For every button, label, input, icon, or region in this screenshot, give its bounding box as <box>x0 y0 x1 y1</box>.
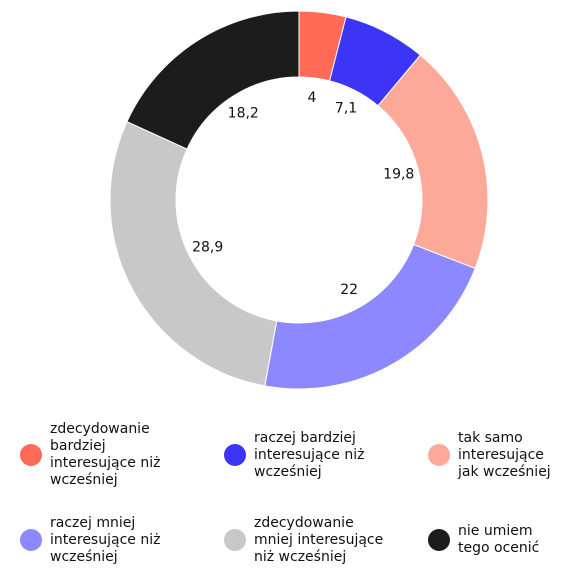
donut-slice <box>126 10 300 150</box>
legend-swatch <box>20 444 42 466</box>
donut-slice <box>109 121 278 387</box>
data-label: 28,9 <box>192 240 223 256</box>
legend-item: zdecydowanie bardziej interesujące niż w… <box>20 421 190 488</box>
data-label: 4 <box>307 90 316 106</box>
legend-item: tak samo interesujące jak wcześniej <box>428 429 558 481</box>
legend-swatch <box>20 529 42 551</box>
donut: 4 7,1 19,8 22 28,9 18,2 <box>109 10 489 390</box>
legend-label: raczej mniej interesujące niż wcześniej <box>50 514 161 565</box>
legend-swatch <box>224 444 246 466</box>
legend-item: nie umiem tego ocenić <box>428 514 558 566</box>
donut-slice <box>264 243 476 390</box>
legend-label: zdecydowanie bardziej interesujące niż w… <box>50 421 161 488</box>
legend-swatch <box>428 529 450 551</box>
legend-label: zdecydowanie mniej interesujące niż wcze… <box>254 514 384 565</box>
data-label: 7,1 <box>335 100 357 116</box>
data-label: 18,2 <box>228 105 259 121</box>
data-label: 22 <box>340 282 358 298</box>
data-label: 19,8 <box>383 166 414 182</box>
legend-label: tak samo interesujące jak wcześniej <box>458 429 551 480</box>
donut-slice <box>377 54 489 270</box>
legend-swatch <box>428 444 450 466</box>
legend-swatch <box>224 529 246 551</box>
legend-item: raczej mniej interesujące niż wcześniej <box>20 514 190 566</box>
legend-item: raczej bardziej interesujące niż wcześni… <box>224 429 394 481</box>
legend-label: nie umiem tego ocenić <box>458 523 540 556</box>
legend-item: zdecydowanie mniej interesujące niż wcze… <box>224 514 394 566</box>
legend-label: raczej bardziej interesujące niż wcześni… <box>254 429 365 480</box>
